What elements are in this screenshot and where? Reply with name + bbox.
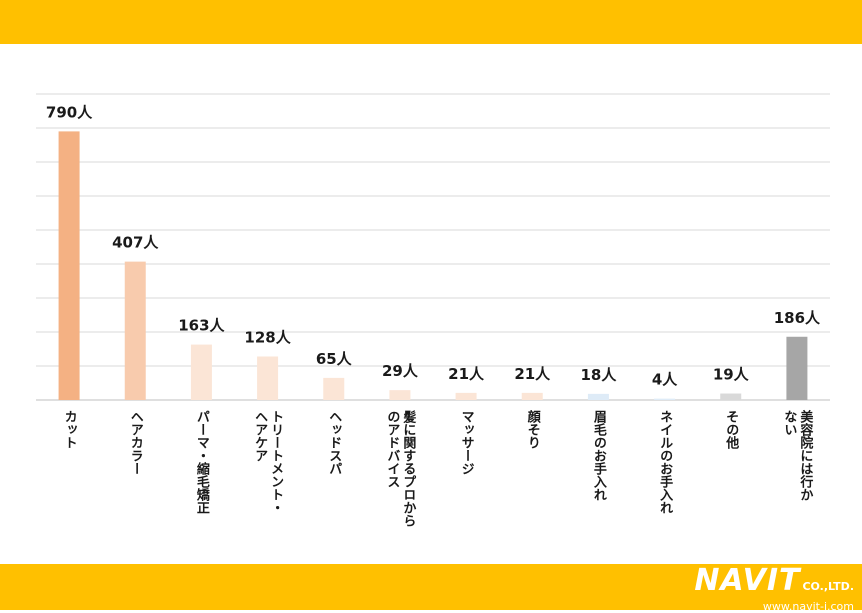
bars — [58, 131, 808, 400]
data-labels: 790人 407人 163人 128人 65人 29人 21人 21人 18人 4人 19人 186人 — [46, 103, 821, 388]
bar — [654, 398, 676, 400]
data-label: 18人 — [580, 366, 617, 384]
category-label: ない — [781, 410, 797, 436]
data-label: 790人 — [46, 103, 93, 121]
category-label: 髪に関するプロから — [400, 409, 417, 527]
bar — [389, 390, 411, 400]
category-label: のアドバイス — [384, 410, 400, 488]
category-label: ネイルのお手入れ — [657, 410, 673, 514]
data-label: 29人 — [382, 362, 419, 380]
bar — [720, 393, 742, 400]
category-label: 美容院には行か — [797, 409, 814, 501]
category-label: ヘアケア — [252, 410, 268, 462]
bar — [587, 393, 609, 400]
brand-url: www.navit-j.com — [762, 600, 854, 613]
category-label: カット — [62, 410, 77, 449]
category-label: マッサージ — [459, 410, 475, 475]
bar — [257, 356, 279, 400]
category-label: トリートメント・ — [268, 410, 283, 514]
data-label: 65人 — [316, 350, 353, 368]
bar — [124, 261, 146, 400]
category-label: ヘアカラー — [128, 410, 144, 475]
bar — [323, 377, 345, 400]
data-label: 163人 — [178, 317, 225, 335]
bar — [786, 336, 808, 400]
category-labels: カット ヘアカラー パーマ・縮毛矯正 トリートメント・ヘアケア ヘッドスパ 髪に関するプロ… — [62, 409, 814, 527]
data-label: 21人 — [514, 365, 551, 383]
bar — [190, 344, 212, 400]
data-label: 407人 — [112, 234, 159, 252]
category-label: その他 — [723, 410, 740, 450]
data-label: 4人 — [652, 371, 678, 389]
category-label: ヘッドスパ — [326, 410, 342, 475]
category-label: 眉毛のお手入れ — [591, 410, 607, 501]
bar-chart: 790人 407人 163人 128人 65人 29人 21人 21人 18人 4人 19人 186人… — [36, 93, 830, 527]
category-label: 顔そり — [525, 409, 542, 449]
brand-logo: NAVIT CO.,LTD. www.navit-j.com — [694, 563, 854, 613]
brand-name: NAVIT CO.,LTD. — [694, 563, 854, 598]
bar — [521, 392, 543, 400]
top-banner — [0, 0, 862, 44]
data-label: 186人 — [774, 309, 821, 327]
gridlines — [36, 93, 830, 401]
data-label: 21人 — [448, 365, 485, 383]
bar — [58, 131, 80, 400]
data-label: 128人 — [244, 328, 291, 346]
category-label: パーマ・縮毛矯正 — [194, 410, 210, 514]
bottom-banner — [0, 564, 862, 610]
bar — [455, 392, 477, 400]
data-label: 19人 — [713, 366, 750, 384]
